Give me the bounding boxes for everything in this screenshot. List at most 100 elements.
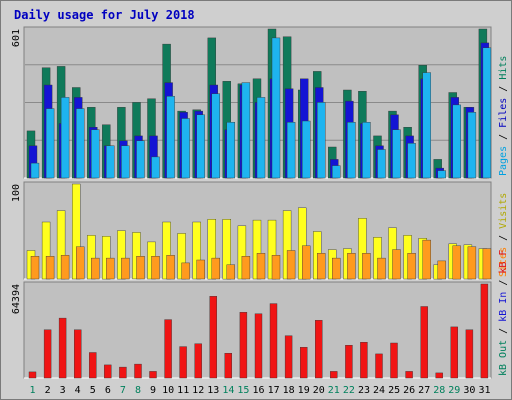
panel-top-series-labels: Pages / Files / Hits (498, 56, 509, 176)
bar-sites-day-28 (437, 260, 446, 280)
bar-sites-day-24 (377, 257, 386, 280)
x-tick-label: 19 (298, 385, 310, 396)
x-tick-label: 28 (433, 385, 445, 396)
bar-sites-day-21 (332, 257, 341, 280)
series-label: Pages (498, 146, 509, 176)
bar-kb-f-day-16 (254, 313, 263, 379)
bar-kb-f-day-14 (224, 353, 233, 379)
bar-sites-day-8 (136, 256, 145, 280)
x-tick-label: 6 (105, 385, 111, 396)
x-tick-label: 14 (222, 385, 234, 396)
chart-title: Daily usage for July 2018 (14, 8, 195, 22)
bar-sites-day-31 (482, 248, 492, 280)
series-label: Files (498, 98, 509, 128)
bar-kb-f-day-12 (194, 343, 202, 379)
bar-sites-day-16 (256, 253, 266, 280)
x-tick-label: 8 (135, 385, 141, 396)
bar-sites-day-10 (166, 255, 175, 280)
bar-kb-f-day-29 (450, 326, 458, 379)
series-label: Hits (498, 56, 509, 80)
x-tick-label: 25 (388, 385, 400, 396)
x-tick-label: 11 (177, 385, 189, 396)
bar-pages-day-9 (151, 156, 160, 179)
bar-kb-f-day-19 (300, 347, 308, 379)
bar-kb-f-day-13 (209, 296, 218, 379)
x-tick-label: 7 (120, 385, 126, 396)
x-tick-label: 10 (162, 385, 174, 396)
bar-pages-day-23 (362, 121, 371, 179)
series-label: Sites (498, 247, 509, 277)
panel-middle-max-label: 100 (11, 184, 22, 202)
bar-sites-day-3 (60, 255, 70, 280)
x-tick-label: 20 (313, 385, 325, 396)
series-label: kB F (498, 250, 509, 274)
bar-pages-day-19 (302, 120, 311, 179)
bar-pages-day-24 (377, 149, 386, 179)
bar-pages-day-2 (45, 108, 55, 179)
series-label: / (498, 128, 509, 146)
series-label: / (498, 229, 509, 247)
bar-kb-f-day-5 (89, 352, 97, 379)
x-tick-label: 18 (283, 385, 295, 396)
panel-middle: 100 Sites / Visits (11, 181, 509, 280)
bar-kb-f-day-21 (330, 371, 338, 379)
bar-kb-f-day-31 (480, 283, 489, 379)
bar-pages-day-31 (482, 47, 492, 179)
bar-sites-day-19 (302, 245, 311, 280)
series-label: Visits (498, 193, 509, 229)
x-tick-label: 26 (403, 385, 415, 396)
bar-pages-day-29 (452, 104, 461, 179)
x-tick-label: 16 (252, 385, 264, 396)
x-tick-label: 4 (75, 385, 81, 396)
bar-sites-day-4 (75, 246, 85, 280)
bar-kb-f-day-23 (360, 342, 368, 379)
bar-sites-day-11 (181, 262, 190, 280)
bar-pages-day-8 (136, 140, 145, 179)
bar-kb-f-day-25 (390, 342, 398, 379)
panel-bottom-max-label: 64394 (11, 284, 22, 314)
bar-sites-day-27 (422, 239, 431, 280)
series-label: / (498, 80, 509, 98)
bar-sites-day-9 (151, 256, 160, 280)
bar-pages-day-21 (332, 165, 341, 179)
bar-pages-day-4 (75, 108, 85, 179)
bar-pages-day-28 (437, 170, 446, 179)
x-tick-label: 13 (207, 385, 219, 396)
bar-pages-day-22 (347, 121, 356, 179)
bar-kb-f-day-18 (284, 335, 293, 379)
bar-sites-day-29 (452, 245, 461, 280)
bar-sites-day-17 (271, 255, 281, 280)
bar-kb-f-day-30 (465, 329, 474, 379)
bar-pages-day-20 (317, 102, 326, 179)
bar-kb-f-day-28 (435, 372, 443, 379)
x-tick-label: 12 (192, 385, 204, 396)
bar-pages-day-25 (392, 129, 401, 179)
bar-kb-f-day-10 (164, 319, 172, 379)
x-tick-label: 29 (448, 385, 460, 396)
panel-top: 601 Pages / Files / Hits (11, 26, 509, 179)
bar-pages-day-3 (60, 97, 70, 179)
bar-pages-day-12 (196, 114, 205, 179)
bar-pages-day-1 (30, 162, 40, 179)
x-tick-label: 17 (268, 385, 280, 396)
bar-kb-f-day-6 (104, 364, 112, 379)
series-label: / (498, 274, 509, 292)
bar-pages-day-14 (226, 121, 236, 179)
x-tick-label: 1 (29, 385, 35, 396)
bar-sites-day-22 (347, 253, 356, 280)
bar-pages-day-7 (121, 145, 130, 179)
bar-sites-day-12 (196, 259, 205, 280)
bar-pages-day-18 (286, 121, 296, 179)
series-label: kB Out (498, 340, 509, 376)
x-tick-label: 30 (463, 385, 475, 396)
bar-sites-day-25 (392, 249, 401, 280)
bar-kb-f-day-3 (58, 317, 67, 379)
x-tick-label: 3 (60, 385, 66, 396)
bar-sites-day-5 (91, 257, 100, 280)
bar-pages-day-10 (166, 95, 175, 179)
bar-kb-f-day-2 (43, 329, 52, 379)
bar-pages-day-6 (106, 145, 115, 179)
bar-sites-day-14 (226, 264, 236, 280)
bar-kb-f-day-27 (420, 306, 428, 379)
